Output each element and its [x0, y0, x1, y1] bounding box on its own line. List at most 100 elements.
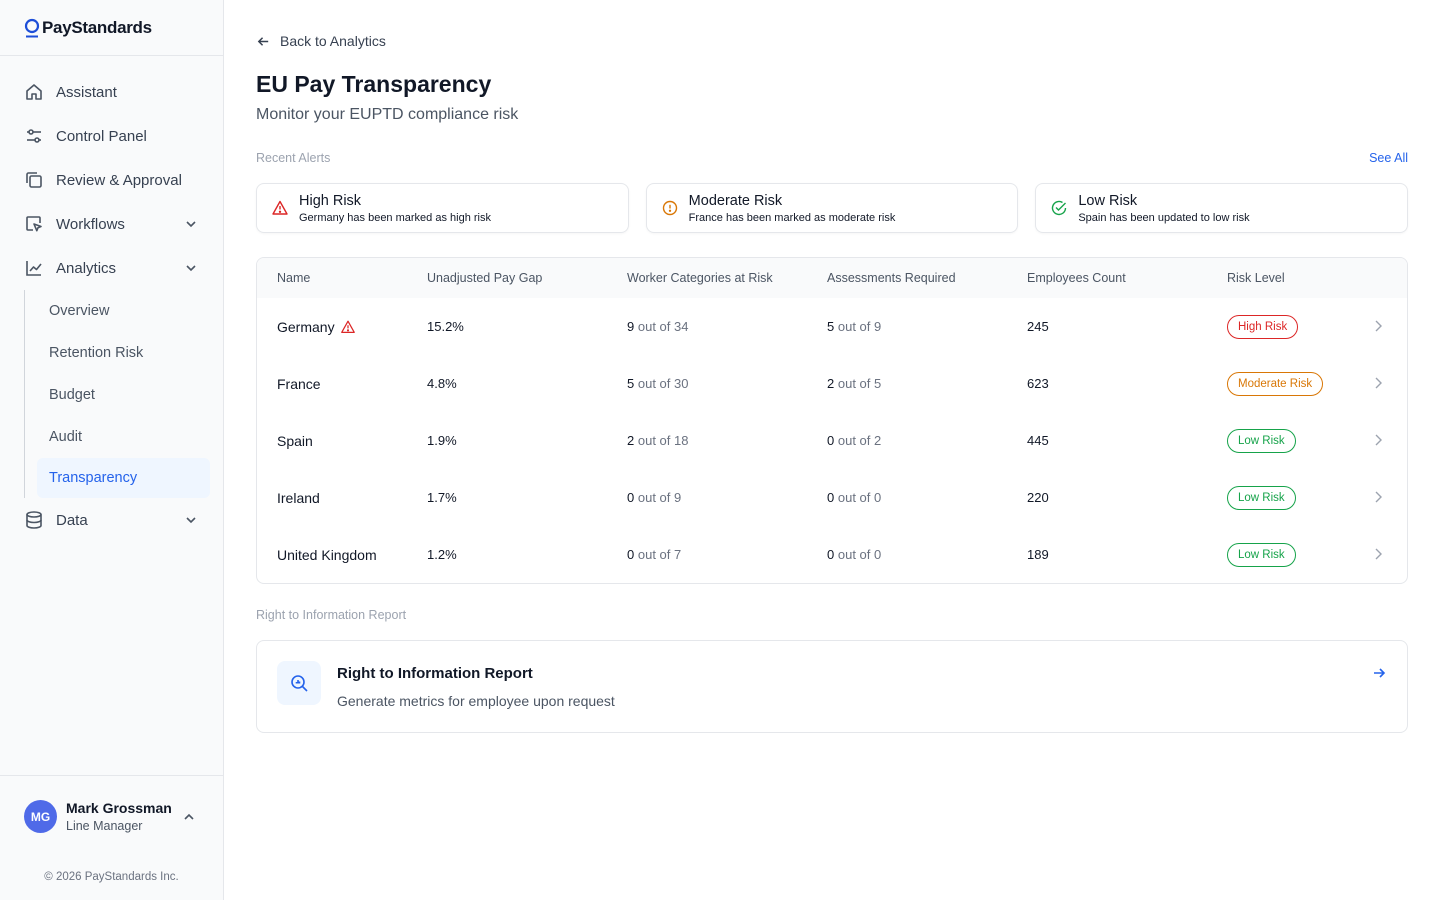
chevron-down-icon[interactable] — [183, 260, 199, 276]
chevron-down-icon[interactable] — [183, 512, 199, 528]
total: out of 34 — [637, 319, 689, 334]
assessments-required: 0 out of 0 — [827, 547, 1027, 562]
assessments-required: 2 out of 5 — [827, 376, 1027, 391]
chart-line-icon — [24, 258, 44, 278]
brand-name: PayStandards — [42, 17, 152, 37]
column-header[interactable]: Assessments Required — [827, 271, 956, 285]
info-circle-icon — [661, 199, 679, 217]
value: 0 — [827, 433, 835, 448]
subnav-item-overview[interactable]: Overview — [49, 303, 110, 319]
sidebar-item-label: Data — [56, 511, 88, 529]
sidebar-item-analytics[interactable]: Analytics — [0, 246, 223, 290]
table-row[interactable]: Germany 15.2% 9 out of 34 5 out of 9 245… — [257, 298, 1407, 355]
column-header[interactable]: Risk Level — [1227, 271, 1285, 285]
home-icon — [24, 82, 44, 102]
sidebar: PayStandards Assistant Control Panel Rev… — [0, 0, 224, 900]
analytics-subnav: Overview Retention Risk Budget Audit Tra… — [24, 290, 223, 498]
chevron-down-icon[interactable] — [183, 216, 199, 232]
alert-high-risk[interactable]: High Risk Germany has been marked as hig… — [256, 183, 629, 233]
user-role: Line Manager — [66, 819, 143, 833]
chevron-right-icon[interactable] — [1371, 319, 1385, 333]
value: 0 — [627, 490, 635, 505]
chevron-right-icon[interactable] — [1371, 376, 1385, 390]
right-to-information-card[interactable]: Right to Information Report Generate met… — [256, 640, 1408, 733]
page-subtitle: Monitor your EUPTD compliance risk — [256, 106, 519, 123]
user-menu[interactable]: MG Mark Grossman Line Manager — [24, 800, 199, 833]
table-row[interactable]: Spain 1.9% 2 out of 18 0 out of 2 445 Lo… — [257, 412, 1407, 469]
see-all-link[interactable]: See All — [1369, 151, 1408, 165]
sidebar-item-assistant[interactable]: Assistant — [0, 70, 223, 114]
sidebar-item-label: Workflows — [56, 215, 125, 233]
assessments-required: 0 out of 2 — [827, 433, 1027, 448]
country-cell: Ireland — [277, 490, 427, 506]
chevron-up-icon[interactable] — [181, 809, 197, 825]
risk-level-cell: Moderate Risk — [1227, 371, 1367, 396]
subnav-item-transparency[interactable]: Transparency — [37, 458, 210, 498]
table-row[interactable]: Ireland 1.7% 0 out of 9 0 out of 0 220 L… — [257, 469, 1407, 526]
country-cell: Germany — [277, 319, 427, 335]
subnav-item-audit[interactable]: Audit — [49, 429, 83, 445]
back-link[interactable]: Back to Analytics — [256, 33, 386, 49]
worker-categories: 9 out of 34 — [627, 319, 827, 334]
sidebar-item-control-panel[interactable]: Control Panel — [0, 114, 223, 158]
value: 2 — [627, 433, 635, 448]
alert-low-risk[interactable]: Low Risk Spain has been updated to low r… — [1035, 183, 1409, 233]
recent-alerts-label: Recent Alerts — [256, 151, 331, 165]
arrow-right-icon[interactable] — [1371, 665, 1387, 681]
alerts-list: High Risk Germany has been marked as hig… — [256, 183, 1409, 233]
sidebar-item-workflows[interactable]: Workflows — [0, 202, 223, 246]
employees-count: 623 — [1027, 376, 1049, 391]
chevron-right-icon[interactable] — [1371, 490, 1385, 504]
employees-count: 445 — [1027, 433, 1049, 448]
risk-table: Name Unadjusted Pay Gap Worker Categorie… — [256, 257, 1408, 584]
pointer-icon — [24, 214, 44, 234]
back-link-label: Back to Analytics — [280, 33, 386, 49]
risk-level-cell: Low Risk — [1227, 428, 1367, 453]
risk-level-cell: High Risk — [1227, 314, 1367, 339]
avatar[interactable]: MG — [24, 800, 57, 833]
value: 0 — [827, 490, 835, 505]
value: 2 — [827, 376, 835, 391]
pay-gap: 1.9% — [427, 433, 457, 448]
total: out of 7 — [637, 547, 682, 562]
value: 0 — [627, 547, 635, 562]
total: out of 9 — [637, 490, 682, 505]
country-name: United Kingdom — [277, 546, 377, 563]
check-circle-icon — [1050, 199, 1068, 217]
value: 9 — [627, 319, 635, 334]
pay-gap: 15.2% — [427, 319, 464, 334]
country-name: Germany — [277, 318, 335, 335]
total: out of 9 — [837, 319, 882, 334]
table-row[interactable]: France 4.8% 5 out of 30 2 out of 5 623 M… — [257, 355, 1407, 412]
assessments-required: 5 out of 9 — [827, 319, 1027, 334]
risk-level-cell: Low Risk — [1227, 485, 1367, 510]
warning-triangle-icon — [271, 199, 289, 217]
report-description: Generate metrics for employee upon reque… — [337, 693, 615, 709]
alert-title: Low Risk — [1078, 192, 1138, 209]
table-row[interactable]: United Kingdom 1.2% 0 out of 7 0 out of … — [257, 526, 1407, 583]
column-header[interactable]: Worker Categories at Risk — [627, 271, 773, 285]
alert-moderate-risk[interactable]: Moderate Risk France has been marked as … — [645, 183, 1019, 233]
chevron-right-icon[interactable] — [1371, 547, 1385, 561]
search-report-icon — [277, 661, 321, 705]
subnav-item-retention-risk[interactable]: Retention Risk — [49, 345, 144, 361]
employees-count: 245 — [1027, 319, 1049, 334]
risk-level-cell: Low Risk — [1227, 542, 1367, 567]
user-panel: MG Mark Grossman Line Manager © 2026 Pay… — [0, 775, 223, 900]
alert-text: Germany has been marked as high risk — [299, 211, 491, 224]
status-badge: High Risk — [1227, 314, 1299, 339]
database-icon — [24, 510, 44, 530]
column-header[interactable]: Name — [277, 271, 311, 285]
column-header[interactable]: Employees Count — [1027, 271, 1126, 285]
sidebar-item-label: Assistant — [56, 83, 117, 101]
sidebar-item-data[interactable]: Data — [0, 498, 223, 542]
pay-gap: 1.7% — [427, 490, 457, 505]
worker-categories: 0 out of 7 — [627, 547, 827, 562]
subnav-item-budget[interactable]: Budget — [49, 387, 95, 403]
sidebar-item-review-approval[interactable]: Review & Approval — [0, 158, 223, 202]
chevron-right-icon[interactable] — [1371, 433, 1385, 447]
country-cell: Spain — [277, 433, 427, 449]
alert-title: Moderate Risk — [688, 192, 783, 209]
brand-logo[interactable]: PayStandards — [0, 0, 223, 56]
column-header[interactable]: Unadjusted Pay Gap — [427, 271, 543, 285]
